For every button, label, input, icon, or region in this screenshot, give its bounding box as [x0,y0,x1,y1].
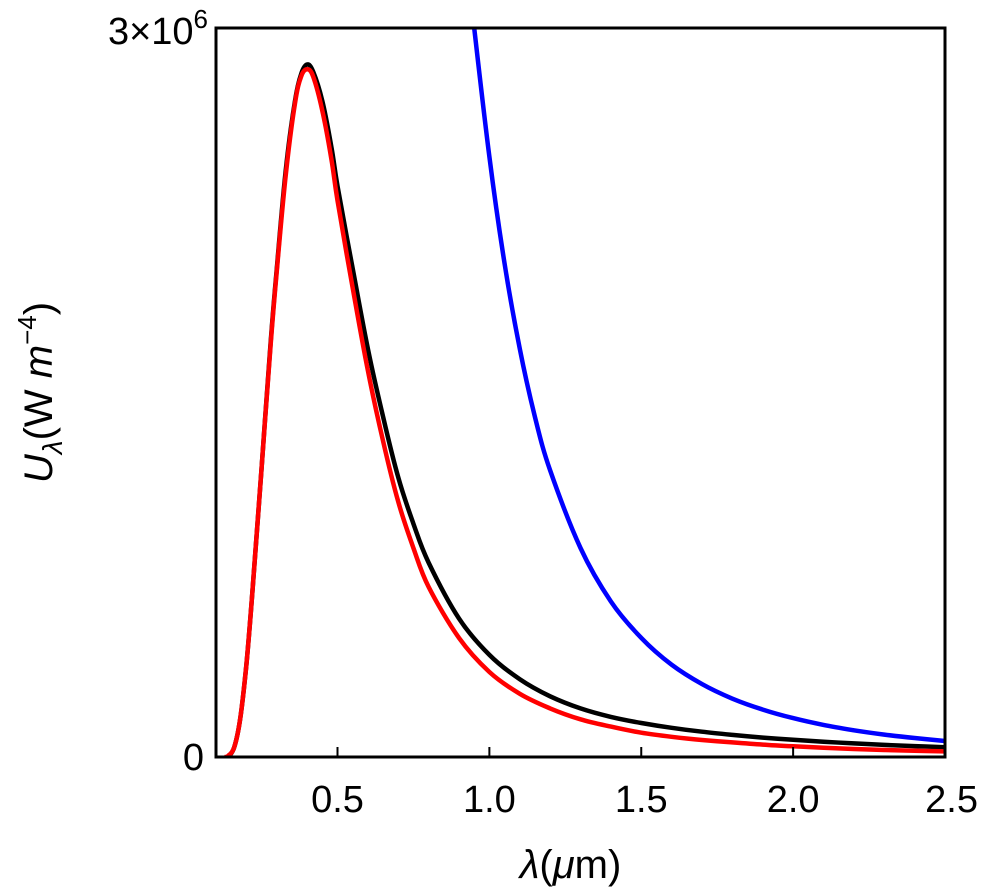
tick-layer: 0.5 1.0 1.5 2.0 2.5 0 [183,737,978,821]
x-axis-mu: μ [552,843,575,887]
x-axis-unit: m) [575,843,622,887]
series-layer [224,28,945,757]
x-axis-open: ( [539,843,553,887]
y-top-exp: 6 [194,4,208,34]
x-axis-symbol: λ [518,843,540,887]
y-tick-label-top: 3×106 [108,4,208,53]
y-axis-close: ) [17,302,61,315]
y-axis-label: Uλ(W m−4) [12,302,68,483]
y-axis-sub: λ [37,440,68,456]
y-top-base: 3×10 [108,11,194,53]
y-axis-m: m [17,345,61,378]
x-tick-label: 1.5 [615,779,668,821]
series-line-2 [224,67,945,757]
y-tick-label: 0 [183,737,204,779]
x-tick-label: 2.5 [925,779,978,821]
y-axis-unit: (W [17,378,61,440]
series-line-0 [471,28,945,744]
x-tick-label: 1.0 [463,779,516,821]
y-axis-exp: −4 [12,315,42,345]
y-axis-symbol: U [17,453,61,483]
plot-frame [214,26,947,759]
x-axis-label: λ(μm) [518,843,622,887]
x-tick-label: 2.0 [767,779,820,821]
x-tick-label: 0.5 [311,779,364,821]
